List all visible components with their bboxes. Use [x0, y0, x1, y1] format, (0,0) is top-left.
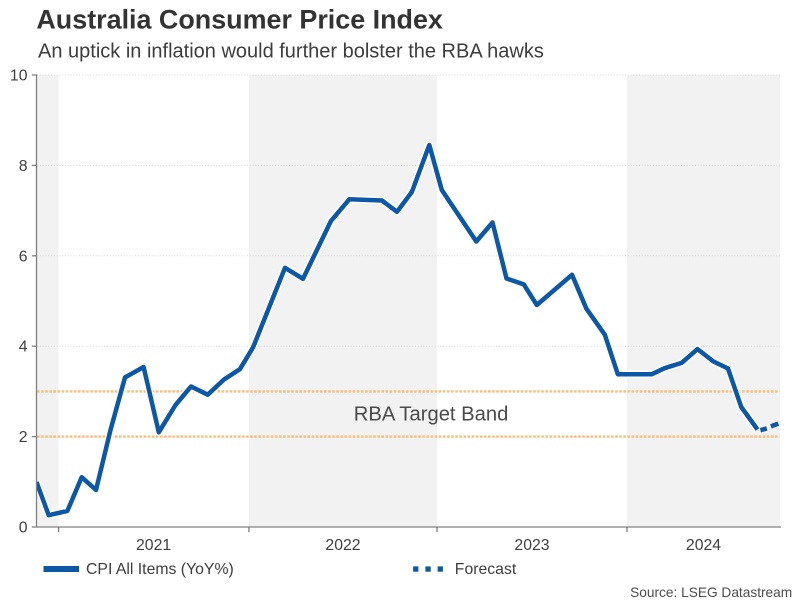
svg-text:RBA Target Band: RBA Target Band: [354, 403, 509, 425]
svg-text:0: 0: [19, 520, 28, 537]
svg-text:10: 10: [10, 68, 28, 85]
svg-text:8: 8: [19, 158, 28, 175]
svg-text:Source: LSEG Datastream: Source: LSEG Datastream: [630, 585, 792, 600]
svg-text:2024: 2024: [686, 537, 721, 554]
svg-text:2022: 2022: [325, 537, 360, 554]
svg-text:4: 4: [19, 339, 28, 356]
svg-text:CPI All Items (YoY%): CPI All Items (YoY%): [86, 561, 234, 578]
svg-text:Australia Consumer Price Index: Australia Consumer Price Index: [36, 5, 443, 35]
svg-text:2023: 2023: [514, 537, 549, 554]
svg-text:2: 2: [19, 429, 28, 446]
svg-text:Forecast: Forecast: [455, 561, 517, 578]
svg-text:An uptick in inflation would f: An uptick in inflation would further bol…: [38, 41, 544, 63]
svg-text:6: 6: [19, 248, 28, 265]
svg-text:2021: 2021: [136, 537, 171, 554]
